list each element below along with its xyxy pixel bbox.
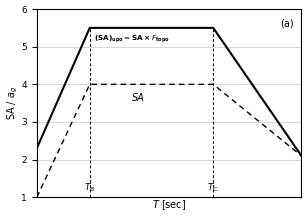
Text: $T_{\rm C}$: $T_{\rm C}$ [208, 182, 219, 194]
Text: $T_{\rm B}$: $T_{\rm B}$ [84, 182, 95, 194]
Text: (a): (a) [280, 19, 293, 29]
Text: SA: SA [132, 92, 145, 102]
Text: $\bf{(SA)}_{upo}$$ = \bf{SA} \times \mathit{F}_{topo}$: $\bf{(SA)}_{upo}$$ = \bf{SA} \times \mat… [94, 33, 170, 45]
X-axis label: $T$ [sec]: $T$ [sec] [152, 199, 186, 213]
Y-axis label: SA / $a_g$: SA / $a_g$ [6, 86, 20, 120]
